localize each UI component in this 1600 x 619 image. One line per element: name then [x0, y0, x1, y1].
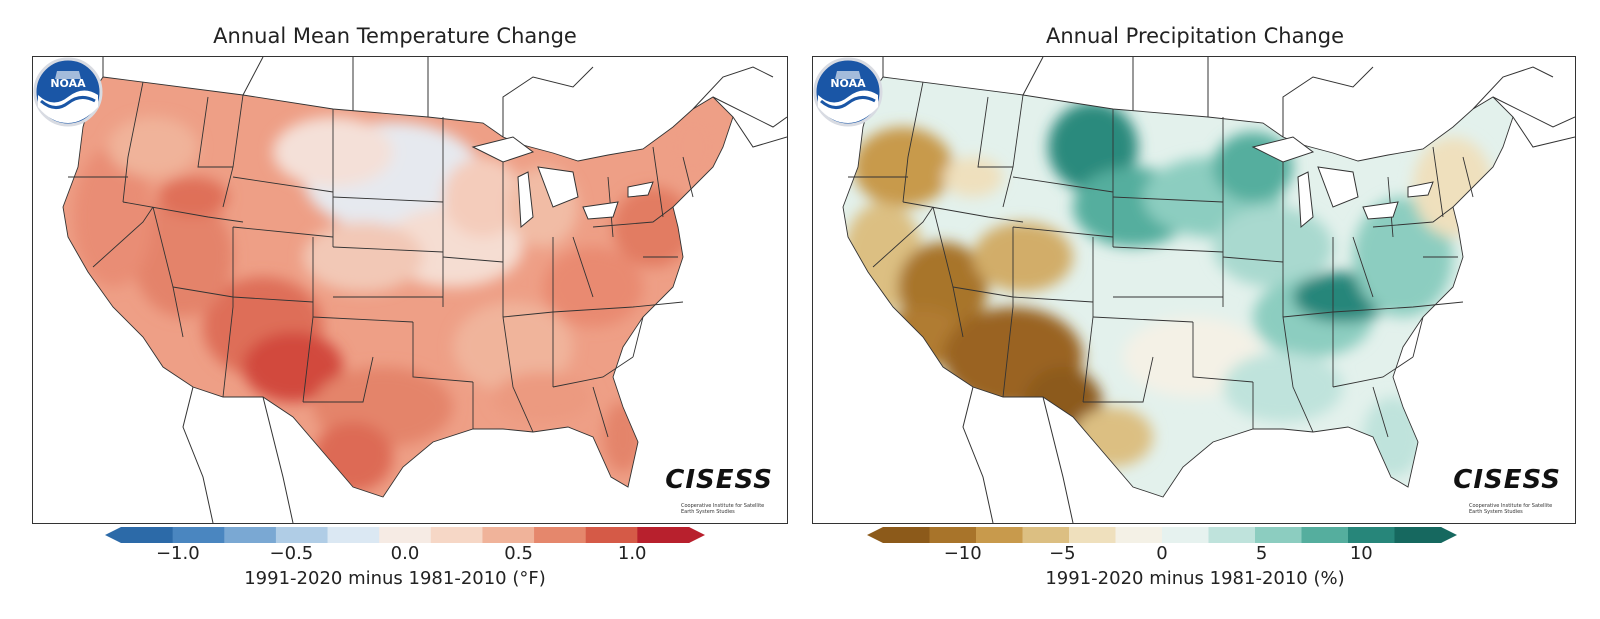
cbar-tick-label: 0.0	[390, 543, 420, 564]
great-lakes	[471, 136, 654, 229]
cisess-brand: CISESS	[1453, 465, 1561, 495]
colorbar-segment	[534, 527, 587, 543]
colorbar-segment	[929, 527, 977, 543]
precipitation-map-canvas	[842, 57, 1575, 523]
colorbar-segment	[1394, 527, 1442, 543]
colorbar-segment	[430, 527, 483, 543]
map-title: Annual Mean Temperature Change	[213, 24, 577, 48]
colorbar-segment	[1162, 527, 1209, 543]
colorbar-segment	[1208, 527, 1256, 543]
great-lakes	[1251, 136, 1434, 229]
noaa-logo: NOAA	[33, 57, 103, 127]
colorbar-segment	[585, 527, 638, 543]
cisess-brand: CISESS	[665, 465, 773, 495]
precipitation-map: NOAA CISESS Cooperative Institute for Sa…	[812, 56, 1576, 524]
temperature-change-panel: Annual Mean Temperature Change	[0, 0, 790, 619]
temperature-map: NOAA CISESS Cooperative Institute for Sa…	[32, 56, 788, 524]
colorbar-segment	[121, 527, 174, 543]
map-title: Annual Precipitation Change	[1045, 24, 1344, 48]
cbar-tick-label: −5	[1049, 543, 1076, 564]
border-lines	[882, 57, 1575, 523]
precipitation-change-panel: Annual Precipitation Change	[800, 0, 1590, 619]
colorbar-segment	[1255, 527, 1302, 543]
temperature-colorbar-ticks: −1.0 −0.5 0.0 0.5 1.0	[0, 543, 790, 567]
colorbar-segment	[379, 527, 432, 543]
cbar-tick-label: 5	[1255, 543, 1268, 564]
colorbar-left-extend	[105, 527, 121, 543]
colorbar-left-extend	[867, 527, 883, 543]
temperature-colorbar	[105, 527, 705, 543]
colorbar-segment	[976, 527, 1023, 543]
colorbar-right-extend	[1441, 527, 1457, 543]
cbar-tick-label: −0.5	[269, 543, 314, 564]
logo-lettering: NOAA	[50, 77, 86, 90]
colorbar-segment	[1069, 527, 1116, 543]
logo-lettering: NOAA	[830, 77, 866, 90]
colorbar-segment	[883, 527, 930, 543]
colorbar-axis-label: 1991-2020 minus 1981-2010 (%)	[1045, 568, 1345, 589]
colorbar-segment	[1022, 527, 1070, 543]
state-boundaries	[842, 76, 1514, 498]
precipitation-colorbar-ticks: −10 −5 0 5 10	[800, 543, 1590, 567]
cisess-subtitle: Cooperative Institute for Satellite Eart…	[1469, 503, 1553, 515]
colorbar-segment	[327, 527, 380, 543]
colorbar-segment	[637, 527, 690, 543]
precipitation-colorbar	[867, 527, 1457, 543]
cbar-tick-label: 1.0	[617, 543, 647, 564]
colorbar-segment	[1348, 527, 1395, 543]
cbar-tick-label: 0.5	[504, 543, 533, 564]
noaa-logo: NOAA	[813, 57, 883, 127]
temperature-map-canvas	[62, 57, 787, 523]
cbar-tick-label: −1.0	[155, 543, 200, 564]
colorbar-axis-label: 1991-2020 minus 1981-2010 (°F)	[244, 568, 546, 589]
cbar-tick-label: 0	[1156, 543, 1168, 564]
colorbar-segment	[1115, 527, 1163, 543]
colorbar-segment	[1301, 527, 1349, 543]
cbar-tick-label: −10	[943, 543, 982, 564]
colorbar-segment	[275, 527, 329, 543]
state-boundaries	[62, 76, 734, 498]
colorbar-right-extend	[689, 527, 705, 543]
colorbar-segment	[482, 527, 535, 543]
colorbar-segment	[172, 527, 225, 543]
colorbar-segment	[224, 527, 277, 543]
cisess-subtitle: Cooperative Institute for Satellite Eart…	[681, 503, 765, 515]
cbar-tick-label: 10	[1349, 543, 1373, 564]
border-lines	[102, 57, 787, 523]
